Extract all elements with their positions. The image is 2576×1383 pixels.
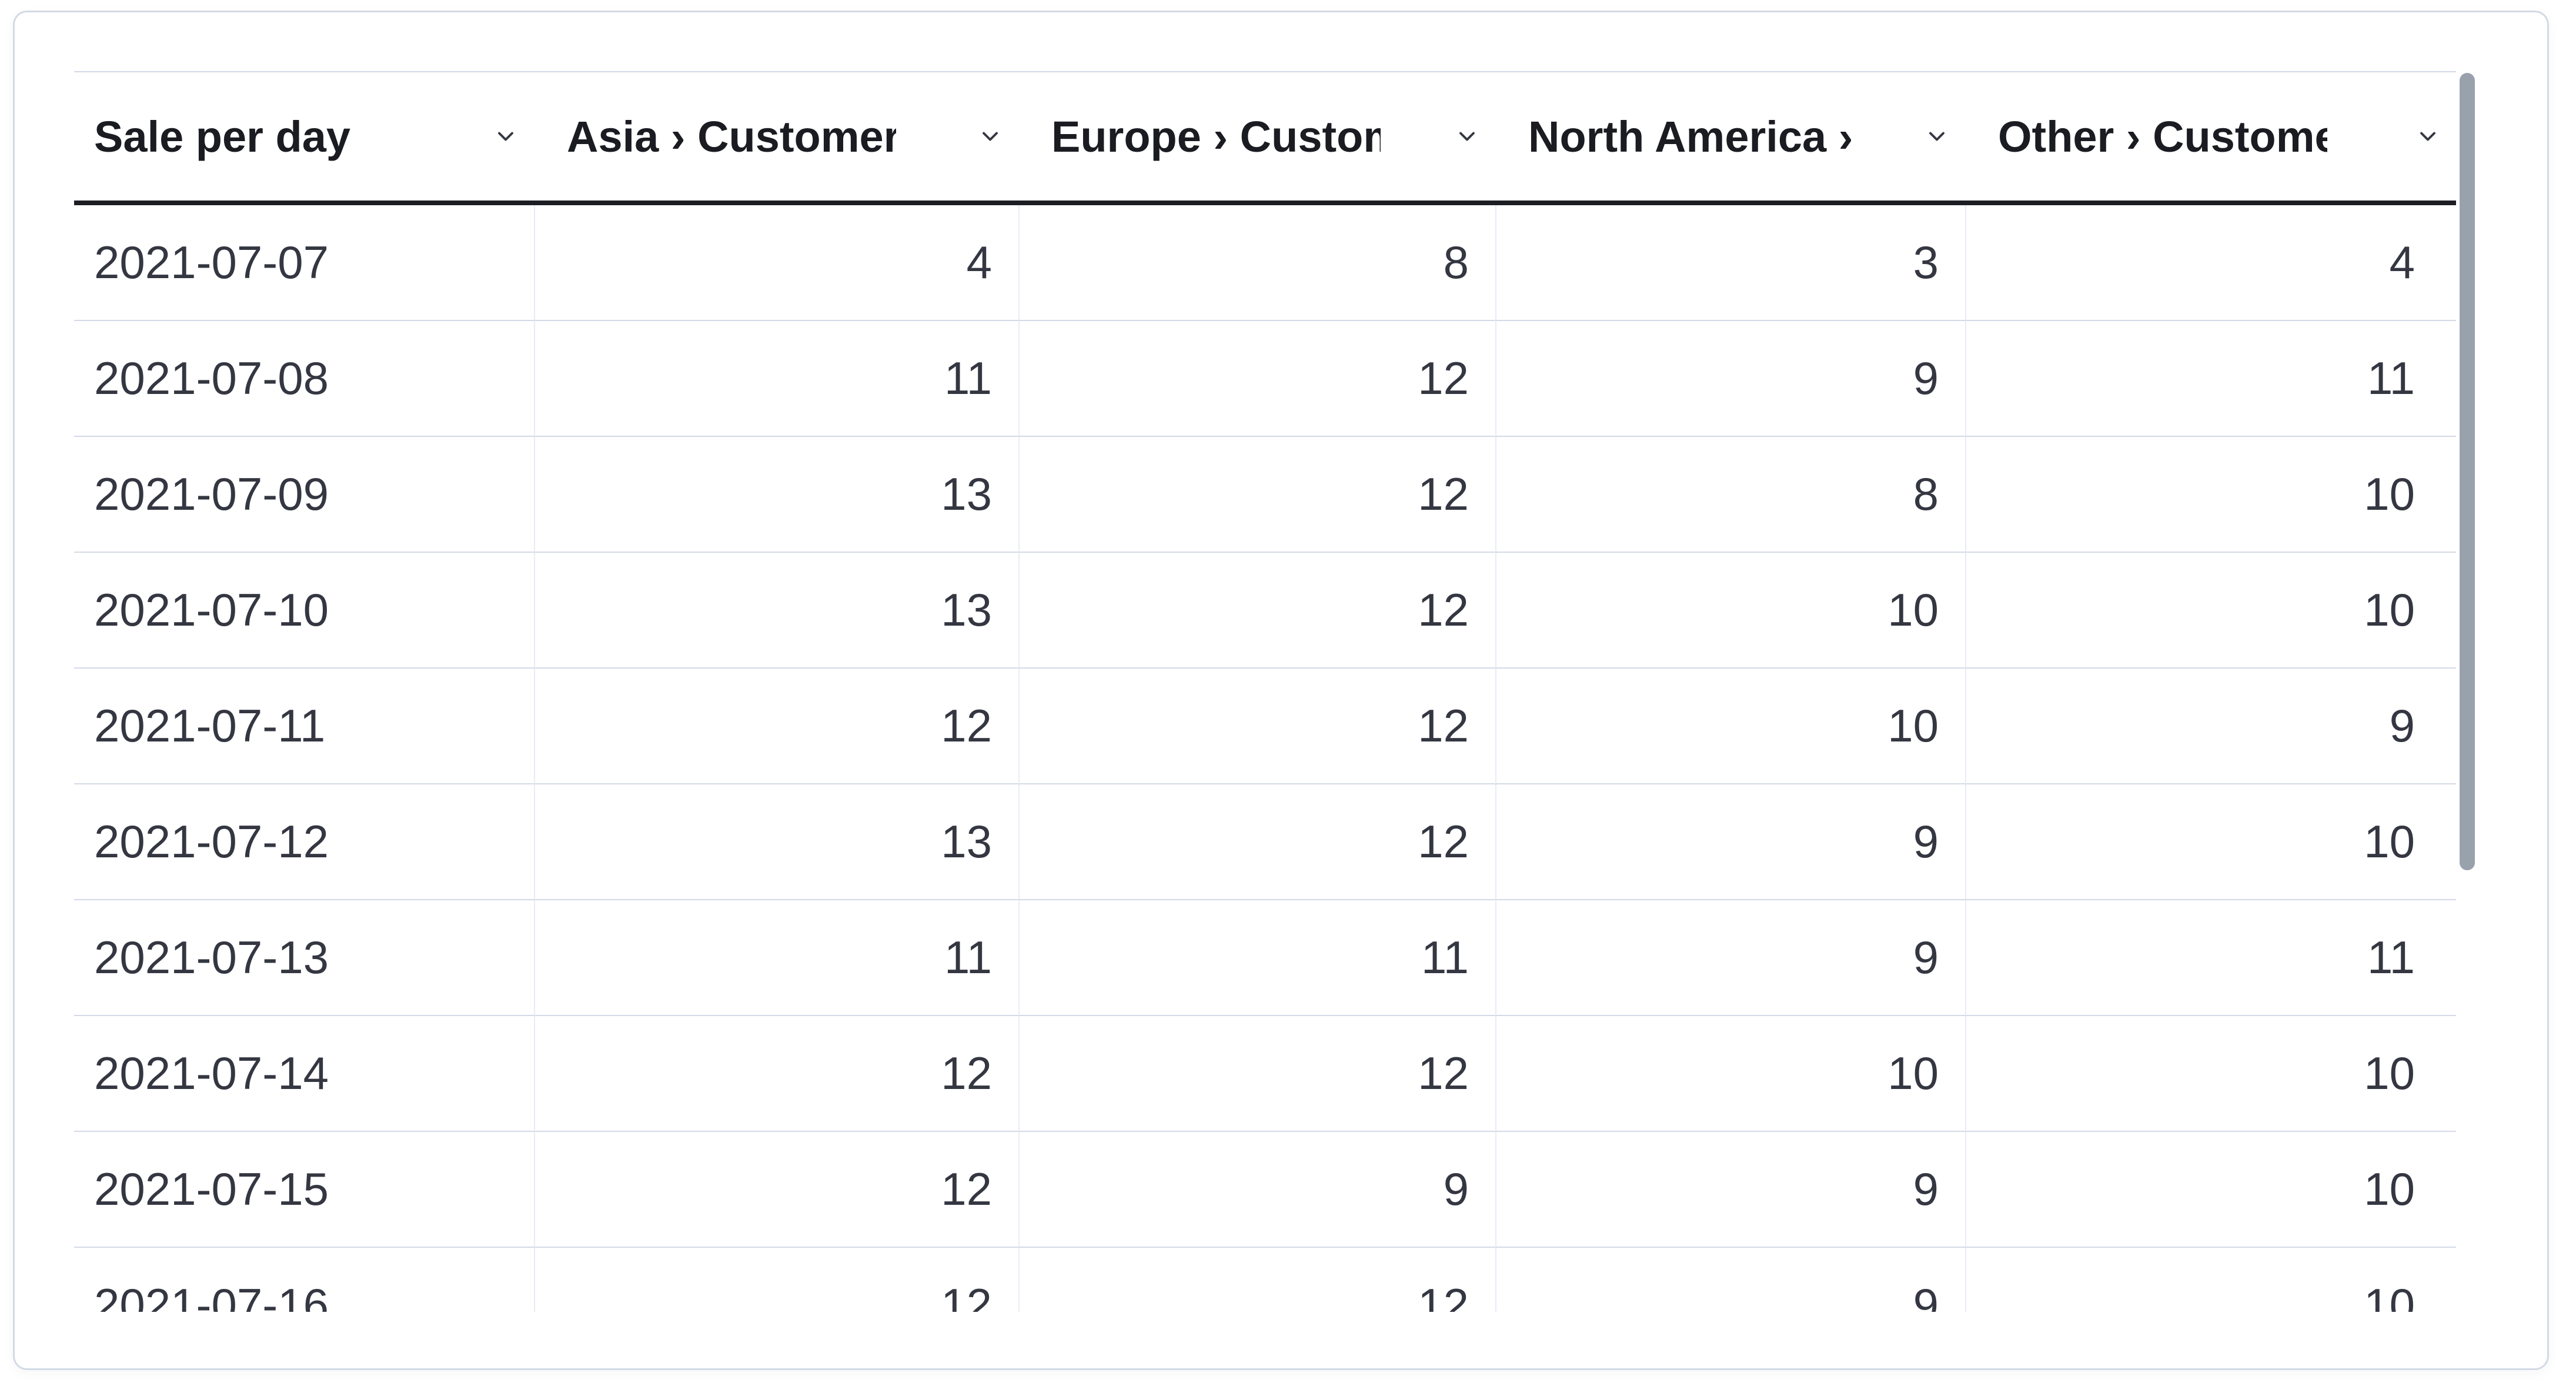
value-cell: 4 xyxy=(534,205,1018,321)
value-cell: 12 xyxy=(1018,1248,1495,1312)
value-cell: 10 xyxy=(1965,1132,2456,1248)
value-cell: 10 xyxy=(1965,1248,2456,1312)
value-cell: 13 xyxy=(534,437,1018,553)
column-header-europe-customers[interactable]: Europe › Customers xyxy=(1018,71,1495,205)
column-header-sale-per-day[interactable]: Sale per day xyxy=(74,71,534,205)
value-cell: 12 xyxy=(1018,1016,1495,1132)
data-table-card: Sale per day Asia › Customers xyxy=(13,11,2549,1370)
date-cell: 2021-07-08 xyxy=(74,321,534,437)
vertical-scrollbar-thumb[interactable] xyxy=(2460,73,2475,870)
header-row: Sale per day Asia › Customers xyxy=(74,71,2456,205)
value-cell: 11 xyxy=(1965,321,2456,437)
value-cell: 12 xyxy=(1018,669,1495,784)
chevron-down-icon[interactable] xyxy=(977,123,1003,149)
value-cell: 12 xyxy=(1018,553,1495,669)
value-cell: 13 xyxy=(534,784,1018,900)
value-cell: 12 xyxy=(534,1016,1018,1132)
sale-per-day-table: Sale per day Asia › Customers xyxy=(74,71,2456,1312)
value-cell: 12 xyxy=(534,669,1018,784)
date-cell: 2021-07-07 xyxy=(74,205,534,321)
date-cell: 2021-07-15 xyxy=(74,1132,534,1248)
value-cell: 9 xyxy=(1495,784,1965,900)
value-cell: 13 xyxy=(534,553,1018,669)
chevron-down-icon[interactable] xyxy=(1924,123,1950,149)
date-cell: 2021-07-14 xyxy=(74,1016,534,1132)
value-cell: 11 xyxy=(1018,900,1495,1016)
value-cell: 10 xyxy=(1965,553,2456,669)
value-cell: 10 xyxy=(1965,437,2456,553)
table-row: 2021-07-11 12 12 10 9 xyxy=(74,669,2456,784)
table-row: 2021-07-10 13 12 10 10 xyxy=(74,553,2456,669)
value-cell: 9 xyxy=(1495,1248,1965,1312)
value-cell: 9 xyxy=(1495,900,1965,1016)
table-row: 2021-07-16 12 12 9 10 xyxy=(74,1248,2456,1312)
date-cell: 2021-07-12 xyxy=(74,784,534,900)
column-header-label: Sale per day xyxy=(94,112,351,161)
value-cell: 11 xyxy=(1965,900,2456,1016)
table-row: 2021-07-09 13 12 8 10 xyxy=(74,437,2456,553)
value-cell: 9 xyxy=(1495,321,1965,437)
chevron-down-icon[interactable] xyxy=(493,123,519,149)
value-cell: 11 xyxy=(534,321,1018,437)
value-cell: 8 xyxy=(1495,437,1965,553)
value-cell: 10 xyxy=(1965,1016,2456,1132)
date-cell: 2021-07-09 xyxy=(74,437,534,553)
date-cell: 2021-07-13 xyxy=(74,900,534,1016)
value-cell: 12 xyxy=(534,1132,1018,1248)
value-cell: 11 xyxy=(534,900,1018,1016)
value-cell: 9 xyxy=(1018,1132,1495,1248)
value-cell: 3 xyxy=(1495,205,1965,321)
date-cell: 2021-07-16 xyxy=(74,1248,534,1312)
column-header-label: North America › Customers xyxy=(1528,112,1857,161)
value-cell: 10 xyxy=(1965,784,2456,900)
column-header-north-america-customers[interactable]: North America › Customers xyxy=(1495,71,1965,205)
table-scroll-area: Sale per day Asia › Customers xyxy=(15,12,2547,1312)
value-cell: 4 xyxy=(1965,205,2456,321)
date-cell: 2021-07-11 xyxy=(74,669,534,784)
table-row: 2021-07-13 11 11 9 11 xyxy=(74,900,2456,1016)
table-row: 2021-07-15 12 9 9 10 xyxy=(74,1132,2456,1248)
value-cell: 10 xyxy=(1495,669,1965,784)
column-header-other-customers[interactable]: Other › Customers xyxy=(1965,71,2456,205)
column-header-label: Europe › Customers xyxy=(1051,112,1381,161)
date-cell: 2021-07-10 xyxy=(74,553,534,669)
value-cell: 12 xyxy=(1018,321,1495,437)
chevron-down-icon[interactable] xyxy=(2415,123,2441,149)
table-row: 2021-07-08 11 12 9 11 xyxy=(74,321,2456,437)
value-cell: 8 xyxy=(1018,205,1495,321)
value-cell: 9 xyxy=(1495,1132,1965,1248)
chevron-down-icon[interactable] xyxy=(1454,123,1480,149)
value-cell: 12 xyxy=(534,1248,1018,1312)
table-row: 2021-07-14 12 12 10 10 xyxy=(74,1016,2456,1132)
value-cell: 12 xyxy=(1018,784,1495,900)
value-cell: 10 xyxy=(1495,553,1965,669)
column-header-asia-customers[interactable]: Asia › Customers xyxy=(534,71,1018,205)
table-row: 2021-07-07 4 8 3 4 xyxy=(74,205,2456,321)
column-header-label: Other › Customers xyxy=(1998,112,2327,161)
value-cell: 12 xyxy=(1018,437,1495,553)
value-cell: 10 xyxy=(1495,1016,1965,1132)
table-row: 2021-07-12 13 12 9 10 xyxy=(74,784,2456,900)
value-cell: 9 xyxy=(1965,669,2456,784)
column-header-label: Asia › Customers xyxy=(567,112,896,161)
